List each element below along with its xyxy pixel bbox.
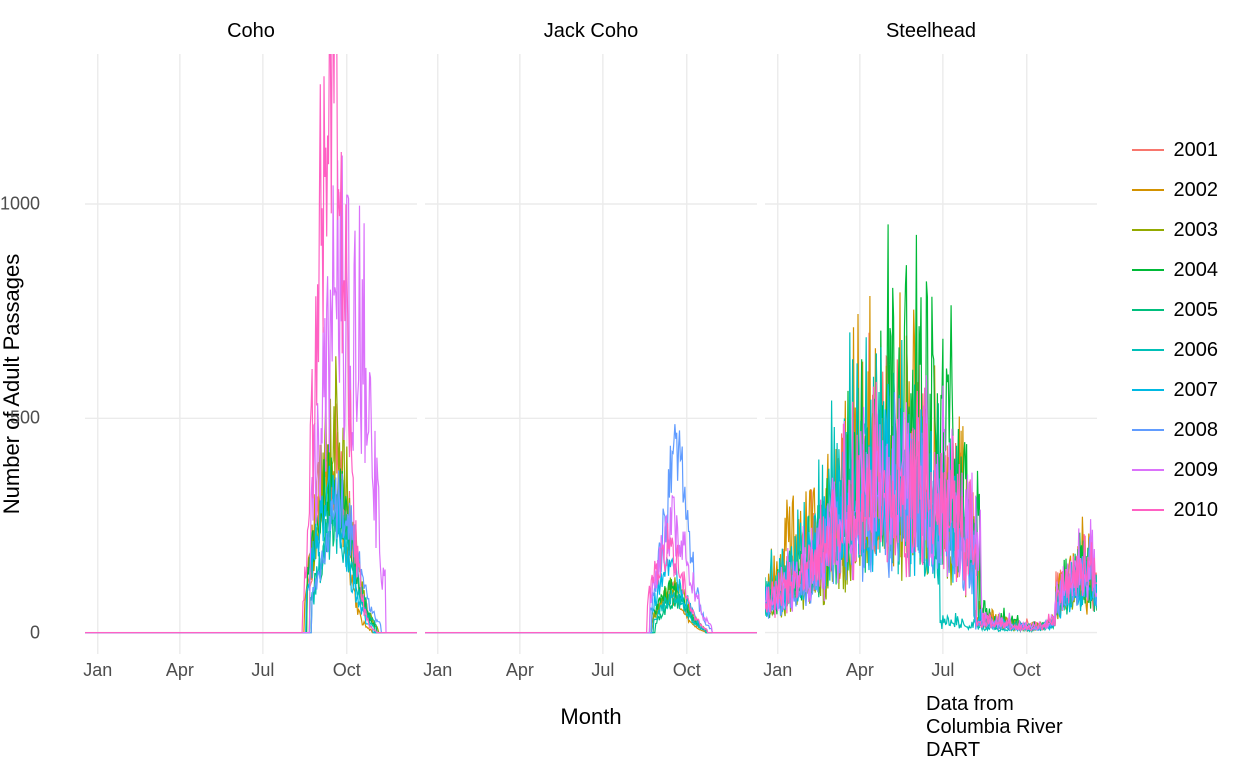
x-tick-label: Jul [931, 660, 954, 681]
series-line [85, 54, 417, 633]
series-line [425, 588, 757, 632]
x-tick-label: Jan [763, 660, 792, 681]
y-tick-label: 500 [0, 408, 40, 429]
x-tick-label: Jul [251, 660, 274, 681]
x-axis-ticks: Jan Apr Jul Oct [85, 660, 417, 688]
facet-title: Steelhead [765, 20, 1097, 46]
legend-swatch [1132, 389, 1164, 391]
x-tick-label: Jan [83, 660, 112, 681]
chart-container: Number of Adult Passages 0 500 1000 Coho Ja… [0, 0, 1248, 768]
legend-item: 2008 [1132, 410, 1219, 450]
legend-swatch [1132, 149, 1164, 151]
legend-swatch [1132, 469, 1164, 471]
legend-item: 2003 [1132, 210, 1219, 250]
series-line [425, 594, 757, 633]
legend-item: 2002 [1132, 170, 1219, 210]
legend-label: 2005 [1174, 299, 1219, 322]
x-tick-label: Apr [846, 660, 874, 681]
plot-area [425, 54, 757, 654]
legend-label: 2010 [1174, 499, 1219, 522]
legend-label: 2009 [1174, 459, 1219, 482]
legend-swatch [1132, 349, 1164, 351]
series-line [425, 577, 757, 632]
legend-label: 2007 [1174, 379, 1219, 402]
legend-swatch [1132, 309, 1164, 311]
facet-panel: Steelhead Jan Apr Jul Oct [765, 20, 1097, 688]
legend-item: 2004 [1132, 250, 1219, 290]
facet-title: Coho [85, 20, 417, 46]
x-tick-label: Oct [333, 660, 361, 681]
facet-panel: Coho Jan Apr Jul Oct [85, 20, 417, 688]
facet-panel: Jack Coho Jan Apr Jul Oct [425, 20, 757, 688]
legend-label: 2002 [1174, 179, 1219, 202]
series-line [425, 558, 757, 632]
x-tick-label: Jan [423, 660, 452, 681]
legend: 2001 2002 2003 2004 2005 2006 2007 2008 2009 2010 [1132, 130, 1219, 530]
legend-label: 2006 [1174, 339, 1219, 362]
legend-swatch [1132, 229, 1164, 231]
x-tick-label: Oct [673, 660, 701, 681]
series-line [425, 424, 757, 632]
legend-label: 2008 [1174, 419, 1219, 442]
series-line [425, 495, 757, 632]
series-line [425, 579, 757, 633]
x-axis-label: Month [560, 704, 621, 730]
plot-area [85, 54, 417, 654]
y-tick-label: 0 [0, 622, 40, 643]
legend-item: 2010 [1132, 490, 1219, 530]
legend-swatch [1132, 189, 1164, 191]
x-tick-label: Apr [166, 660, 194, 681]
legend-item: 2006 [1132, 330, 1219, 370]
legend-swatch [1132, 429, 1164, 431]
panels-row: CohoJanAprJulOctJack CohoJanAprJulOctSte… [85, 20, 1097, 688]
legend-item: 2009 [1132, 450, 1219, 490]
legend-item: 2005 [1132, 290, 1219, 330]
legend-label: 2004 [1174, 259, 1219, 282]
legend-item: 2001 [1132, 130, 1219, 170]
legend-label: 2001 [1174, 139, 1219, 162]
x-tick-label: Apr [506, 660, 534, 681]
x-axis-ticks: Jan Apr Jul Oct [425, 660, 757, 688]
facet-title: Jack Coho [425, 20, 757, 46]
legend-item: 2007 [1132, 370, 1219, 410]
y-axis-label: Number of Adult Passages [0, 254, 25, 514]
x-tick-label: Jul [591, 660, 614, 681]
y-tick-label: 1000 [0, 194, 40, 215]
legend-swatch [1132, 509, 1164, 511]
legend-swatch [1132, 269, 1164, 271]
chart-caption: Data from Columbia River DART [926, 693, 1087, 762]
series-line [425, 523, 757, 633]
x-tick-label: Oct [1013, 660, 1041, 681]
legend-label: 2003 [1174, 219, 1219, 242]
series-line [425, 590, 757, 632]
series-line [85, 481, 417, 633]
series-line [85, 156, 417, 633]
plot-area [765, 54, 1097, 654]
x-axis-ticks: Jan Apr Jul Oct [765, 660, 1097, 688]
